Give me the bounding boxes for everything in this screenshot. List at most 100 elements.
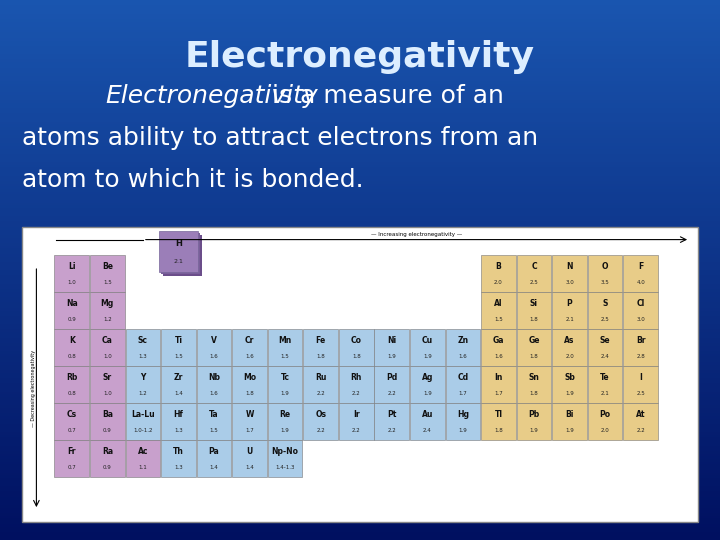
Bar xyxy=(0,377,720,381)
Bar xyxy=(0,388,720,392)
Bar xyxy=(0,309,720,313)
Bar xyxy=(0,334,720,338)
Text: Al: Al xyxy=(494,300,503,308)
Bar xyxy=(410,367,445,403)
Bar xyxy=(0,66,720,70)
Bar xyxy=(0,158,720,162)
Text: At: At xyxy=(636,410,645,420)
Bar xyxy=(0,417,720,421)
Text: 1.5: 1.5 xyxy=(210,428,218,433)
Bar xyxy=(161,441,196,477)
Bar xyxy=(161,329,196,366)
Bar xyxy=(0,234,720,238)
Text: Fe: Fe xyxy=(315,336,325,346)
Text: 2.8: 2.8 xyxy=(636,354,645,359)
Bar xyxy=(0,156,720,159)
Text: N: N xyxy=(567,262,573,272)
Text: 1.7: 1.7 xyxy=(494,391,503,396)
Text: Co: Co xyxy=(351,336,361,346)
Bar xyxy=(0,201,720,205)
Bar xyxy=(90,329,125,366)
Bar xyxy=(0,93,720,97)
Bar xyxy=(268,329,302,366)
Bar xyxy=(0,480,720,483)
Text: 1.8: 1.8 xyxy=(530,354,539,359)
Bar xyxy=(268,367,302,403)
Text: atom to which it is bonded.: atom to which it is bonded. xyxy=(22,168,364,192)
Bar xyxy=(0,247,720,251)
Text: 1.9: 1.9 xyxy=(565,428,574,433)
Text: Sc: Sc xyxy=(138,336,148,346)
Bar xyxy=(125,441,161,477)
Text: 2.1: 2.1 xyxy=(174,259,184,264)
Bar xyxy=(0,528,720,532)
Text: 1.4: 1.4 xyxy=(174,391,183,396)
Text: 0.8: 0.8 xyxy=(68,354,76,359)
Bar xyxy=(0,120,720,124)
Text: 1.9: 1.9 xyxy=(387,354,396,359)
Text: 1.9: 1.9 xyxy=(459,428,467,433)
Bar xyxy=(0,439,720,443)
Bar xyxy=(0,531,720,535)
Text: 1.8: 1.8 xyxy=(530,317,539,322)
Text: Be: Be xyxy=(102,262,113,272)
Bar xyxy=(0,401,720,405)
Bar xyxy=(0,517,720,521)
Bar xyxy=(90,403,125,440)
Text: Cs: Cs xyxy=(67,410,77,420)
Bar xyxy=(0,139,720,143)
Text: K: K xyxy=(69,336,75,346)
Bar xyxy=(0,355,720,359)
Bar xyxy=(0,385,720,389)
Text: 1.8: 1.8 xyxy=(530,391,539,396)
Bar xyxy=(0,80,720,84)
Bar xyxy=(0,326,720,329)
Bar xyxy=(0,390,720,394)
Bar xyxy=(0,118,720,122)
Bar xyxy=(0,23,720,27)
Bar xyxy=(0,463,720,467)
Bar xyxy=(0,99,720,103)
Bar xyxy=(517,329,552,366)
Bar xyxy=(0,42,720,46)
Text: Ca: Ca xyxy=(102,336,113,346)
Bar xyxy=(161,367,196,403)
Text: Pd: Pd xyxy=(386,374,397,382)
Bar xyxy=(0,4,720,8)
Text: 1.5: 1.5 xyxy=(494,317,503,322)
Bar xyxy=(0,166,720,170)
Text: Te: Te xyxy=(600,374,610,382)
Bar xyxy=(0,72,720,76)
Bar xyxy=(0,477,720,481)
Bar xyxy=(0,137,720,140)
Text: 1.3: 1.3 xyxy=(174,465,183,470)
Bar xyxy=(0,126,720,130)
Text: B: B xyxy=(495,262,501,272)
Bar xyxy=(0,220,720,224)
Text: Mo: Mo xyxy=(243,374,256,382)
Text: Ge: Ge xyxy=(528,336,540,346)
Bar xyxy=(0,380,720,383)
Bar xyxy=(0,250,720,254)
Text: 2.2: 2.2 xyxy=(636,428,645,433)
Bar xyxy=(268,403,302,440)
Bar xyxy=(0,258,720,262)
Bar xyxy=(0,212,720,216)
Bar xyxy=(0,177,720,181)
Bar xyxy=(0,172,720,176)
Bar xyxy=(232,403,267,440)
Bar xyxy=(0,183,720,186)
Text: Ti: Ti xyxy=(174,336,182,346)
Bar xyxy=(624,292,658,329)
Text: atoms ability to attract electrons from an: atoms ability to attract electrons from … xyxy=(22,126,538,150)
Bar xyxy=(0,115,720,119)
Bar xyxy=(588,367,623,403)
Text: V: V xyxy=(211,336,217,346)
Bar xyxy=(0,196,720,200)
Text: C: C xyxy=(531,262,537,272)
Bar xyxy=(0,374,720,378)
Text: Zn: Zn xyxy=(457,336,469,346)
Bar xyxy=(374,367,409,403)
Bar xyxy=(0,509,720,513)
Bar xyxy=(481,329,516,366)
